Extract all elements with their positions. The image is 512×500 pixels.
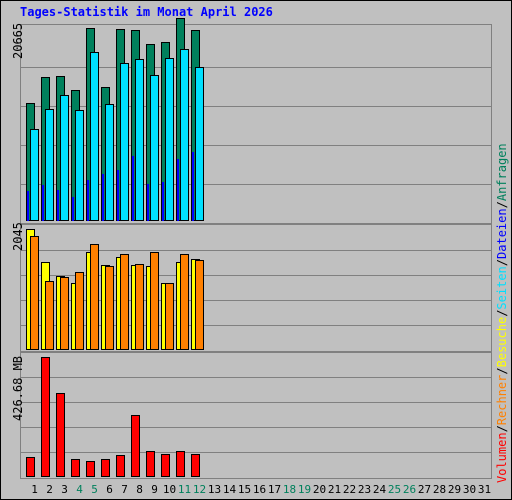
x-tick-label: 23: [357, 483, 372, 496]
bar-volumen: [131, 415, 140, 477]
bar-rechner: [150, 252, 159, 350]
bar-rechner: [90, 244, 99, 350]
legend-seiten: Seiten: [495, 266, 509, 310]
x-tick-label: 19: [297, 483, 312, 496]
x-tick-label: 5: [91, 483, 98, 496]
x-tick-label: 21: [327, 483, 342, 496]
bar-seiten: [90, 52, 99, 221]
y-max-label-mid: 2045: [11, 222, 25, 251]
x-tick-label: 13: [207, 483, 222, 496]
bar-dateien: [147, 184, 149, 221]
x-tick-label: 22: [342, 483, 357, 496]
bar-dateien: [192, 152, 194, 221]
x-tick-label: 2: [46, 483, 53, 496]
bar-volumen: [101, 459, 110, 477]
bar-dateien: [42, 185, 44, 221]
bar-seiten: [150, 75, 159, 221]
bar-seiten: [120, 63, 129, 221]
bar-seiten: [135, 59, 144, 221]
x-tick-label: 8: [136, 483, 143, 496]
legend-dateien: Dateien: [495, 208, 509, 259]
y-max-label-top: 20665: [11, 22, 25, 59]
y-max-label-bot: 426.68 MB: [11, 355, 25, 421]
x-tick-label: 28: [432, 483, 447, 496]
bar-seiten: [195, 67, 204, 221]
x-tick-label: 9: [151, 483, 158, 496]
x-tick-label: 3: [61, 483, 68, 496]
bar-rechner: [60, 277, 69, 350]
x-tick-label: 20: [312, 483, 327, 496]
legend: Volumen/Rechner/Besuche/Seiten/Dateien/A…: [495, 143, 509, 483]
bar-seiten: [75, 110, 84, 221]
bar-volumen: [56, 393, 65, 477]
bar-volumen: [116, 455, 125, 477]
bar-volumen: [146, 451, 155, 477]
x-tick-label: 26: [402, 483, 417, 496]
bar-volumen: [191, 454, 200, 477]
bar-dateien: [177, 159, 179, 221]
x-tick-label: 14: [222, 483, 237, 496]
chart-title: Tages-Statistik im Monat April 2026: [20, 5, 273, 19]
x-tick-label: 27: [417, 483, 432, 496]
legend-separator: /: [495, 425, 509, 433]
bar-rechner: [45, 281, 54, 350]
x-tick-label: 31: [477, 483, 492, 496]
bar-volumen: [71, 459, 80, 477]
x-tick-label: 18: [282, 483, 297, 496]
bar-volumen: [26, 457, 35, 477]
bar-rechner: [180, 254, 189, 350]
legend-volumen: Volumen: [495, 432, 509, 483]
x-tick-label: 7: [121, 483, 128, 496]
bar-seiten: [180, 49, 189, 221]
bar-rechner: [120, 254, 129, 350]
legend-separator: /: [495, 201, 509, 209]
bar-dateien: [27, 191, 29, 221]
bar-rechner: [105, 266, 114, 350]
bar-volumen: [161, 454, 170, 477]
x-tick-label: 29: [447, 483, 462, 496]
bar-dateien: [87, 180, 89, 221]
bar-rechner: [165, 283, 174, 350]
x-tick-label: 10: [162, 483, 177, 496]
bar-dateien: [117, 170, 119, 221]
bar-volumen: [86, 461, 95, 477]
bar-dateien: [162, 182, 164, 221]
bar-seiten: [30, 129, 39, 221]
legend-besuche: Besuche: [495, 316, 509, 368]
bar-seiten: [60, 95, 69, 221]
x-tick-label: 15: [237, 483, 252, 496]
bar-dateien: [72, 197, 74, 221]
legend-separator: /: [495, 367, 509, 375]
x-tick-label: 16: [252, 483, 267, 496]
x-tick-label: 4: [76, 483, 83, 496]
x-tick-label: 6: [106, 483, 113, 496]
bar-dateien: [57, 190, 59, 221]
bar-volumen: [41, 357, 50, 477]
bar-dateien: [102, 174, 104, 221]
panel-volumen: [20, 352, 492, 479]
x-tick-label: 1: [31, 483, 38, 496]
x-tick-label: 25: [387, 483, 402, 496]
bar-seiten: [165, 58, 174, 221]
bar-rechner: [135, 264, 144, 350]
legend-rechner: Rechner: [495, 374, 509, 426]
bar-seiten: [105, 104, 114, 221]
x-tick-label: 30: [462, 483, 477, 496]
bar-rechner: [195, 260, 204, 350]
x-tick-label: 11: [177, 483, 192, 496]
bar-rechner: [75, 272, 84, 350]
x-tick-label: 24: [372, 483, 387, 496]
x-axis-day-labels: 1 2 3 4 5 6 7 8 9 10 11 12 13 14 15 16 17 18 19 20 21 22 23 24 2…: [20, 483, 492, 497]
legend-anfragen: Anfragen: [495, 143, 509, 202]
bar-seiten: [45, 109, 54, 221]
bar-rechner: [30, 236, 39, 350]
x-tick-label: 12: [192, 483, 207, 496]
bar-dateien: [132, 156, 134, 221]
legend-separator: /: [495, 309, 509, 317]
bar-volumen: [176, 451, 185, 477]
x-tick-label: 17: [267, 483, 282, 496]
legend-separator: /: [495, 258, 509, 267]
